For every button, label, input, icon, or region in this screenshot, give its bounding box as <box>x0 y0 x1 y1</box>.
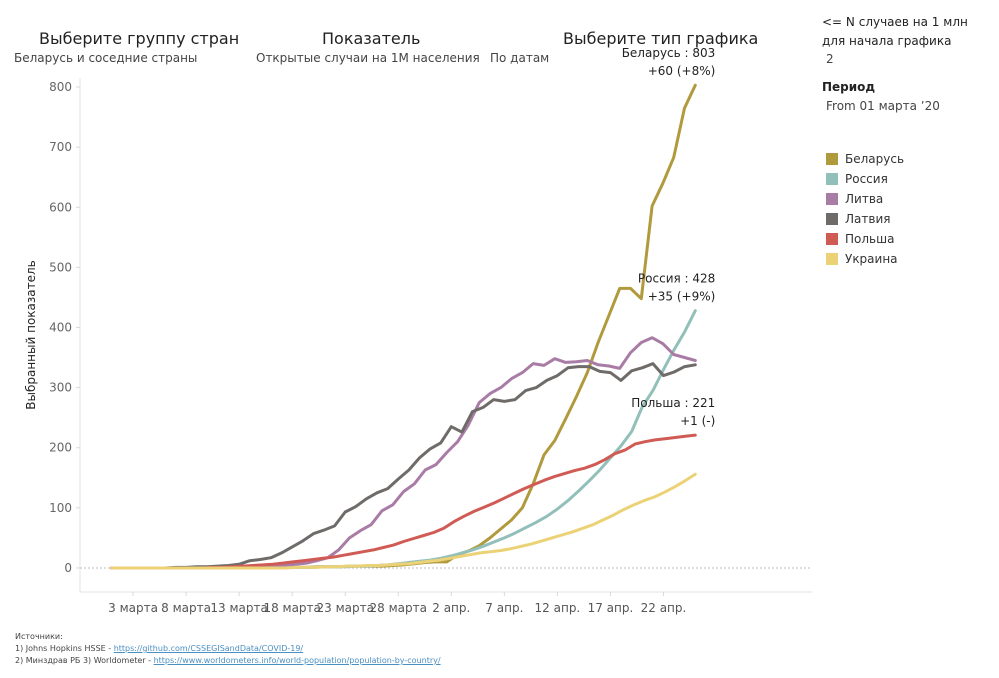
legend-swatch <box>826 153 838 165</box>
x-tick-label: 3 марта <box>108 601 158 615</box>
legend-swatch <box>826 233 838 245</box>
legend-item[interactable]: Украина <box>826 249 904 269</box>
legend: Беларусь Россия Литва Латвия Польша Украина <box>826 149 904 269</box>
y-tick-label: 800 <box>49 80 72 94</box>
callout-change-label: +1 (-) <box>680 414 715 428</box>
series-line-Беларусь <box>110 83 697 570</box>
period-label: Период <box>822 80 876 94</box>
legend-item[interactable]: Россия <box>826 169 904 189</box>
legend-label: Украина <box>845 252 898 266</box>
legend-label: Литва <box>845 192 884 206</box>
y-tick-label: 0 <box>64 561 72 575</box>
y-axis-title: Выбранный показатель <box>24 260 38 410</box>
legend-label: Латвия <box>845 212 891 226</box>
legend-item[interactable]: Польша <box>826 229 904 249</box>
y-tick-label: 100 <box>49 501 72 515</box>
x-tick-label: 2 апр. <box>432 601 470 615</box>
series-line-Польша <box>110 433 697 570</box>
y-tick-label: 700 <box>49 140 72 154</box>
legend-label: Беларусь <box>845 152 905 166</box>
callout-value-label: Россия : 428 <box>638 272 715 286</box>
charttype-selector-value[interactable]: По датам <box>490 51 550 65</box>
group-selector-title: Выберите группу стран <box>39 29 240 48</box>
x-tick-label: 8 марта <box>161 601 211 615</box>
sources-heading: Источники: <box>15 632 63 641</box>
threshold-label-line1: <= N случаев на 1 млн <box>822 15 968 29</box>
y-tick-label: 600 <box>49 200 72 214</box>
legend-swatch <box>826 193 838 205</box>
callout-change-label: +35 (+9%) <box>648 290 716 304</box>
y-tick-label: 300 <box>49 381 72 395</box>
x-tick-label: 7 апр. <box>485 601 523 615</box>
x-tick-label: 18 марта <box>263 601 320 615</box>
threshold-value-input[interactable]: 2 <box>826 52 834 66</box>
legend-item[interactable]: Латвия <box>826 209 904 229</box>
source-1-link[interactable]: https://github.com/CSSEGISandData/COVID-… <box>113 644 304 653</box>
legend-swatch <box>826 253 838 265</box>
x-tick-label: 22 апр. <box>641 601 687 615</box>
legend-label: Польша <box>845 232 895 246</box>
legend-item[interactable]: Беларусь <box>826 149 904 169</box>
legend-swatch <box>826 173 838 185</box>
x-tick-label: 12 апр. <box>535 601 581 615</box>
callout-value-label: Польша : 221 <box>631 396 715 410</box>
y-tick-label: 500 <box>49 260 72 274</box>
x-tick-label: 13 марта <box>210 601 267 615</box>
series-line-Россия <box>110 309 697 570</box>
period-value[interactable]: From 01 марта ’20 <box>826 99 940 113</box>
indicator-selector-value[interactable]: Открытые случаи на 1М населения <box>256 51 480 65</box>
y-tick-label: 200 <box>49 441 72 455</box>
indicator-selector-title: Показатель <box>322 29 421 48</box>
legend-label: Россия <box>845 172 888 186</box>
legend-item[interactable]: Литва <box>826 189 904 209</box>
y-tick-label: 400 <box>49 320 72 334</box>
x-tick-label: 23 марта <box>316 601 373 615</box>
sources-block: Источники: 1) Johns Hopkins HSSE - https… <box>15 631 441 667</box>
series-line-Латвия <box>110 362 697 570</box>
x-tick-label: 28 марта <box>370 601 427 615</box>
threshold-label-line2: для начала графика <box>822 34 952 48</box>
charttype-selector-title: Выберите тип графика <box>563 29 759 48</box>
source-2-link[interactable]: https://www.worldometers.info/world-popu… <box>153 656 441 665</box>
source-2-label: 2) Минздрав РБ 3) Worldometer - <box>15 656 154 665</box>
legend-swatch <box>826 213 838 225</box>
x-tick-label: 17 апр. <box>588 601 634 615</box>
series-line-Украина <box>110 472 697 570</box>
group-selector-value[interactable]: Беларусь и соседние страны <box>14 51 198 65</box>
callout-value-label: Беларусь : 803 <box>622 46 716 60</box>
source-1-label: 1) Johns Hopkins HSSE - <box>15 644 114 653</box>
callout-change-label: +60 (+8%) <box>648 64 716 78</box>
